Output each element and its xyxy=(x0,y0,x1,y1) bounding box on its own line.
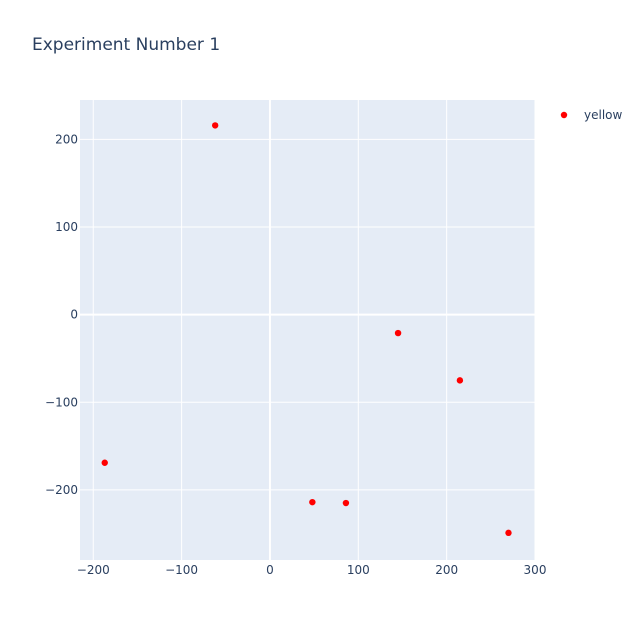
data-point[interactable] xyxy=(456,377,464,384)
data-point[interactable] xyxy=(101,459,108,466)
y-tick-label: 200 xyxy=(55,132,78,146)
y-tick-label: −200 xyxy=(45,483,78,497)
y-tick-label: 100 xyxy=(55,220,78,234)
legend[interactable]: yellow xyxy=(560,108,623,122)
y-tick-label: −100 xyxy=(45,395,78,409)
x-tick-label: −100 xyxy=(165,563,198,577)
legend-marker xyxy=(560,111,568,119)
x-tick-label: −200 xyxy=(77,563,110,577)
data-point[interactable] xyxy=(342,499,350,507)
data-point[interactable] xyxy=(211,122,219,129)
scatter-points xyxy=(101,122,512,537)
plot-area xyxy=(80,100,535,560)
data-point[interactable] xyxy=(505,529,512,537)
y-axis-ticks: −200 −100 0 100 200 xyxy=(45,132,78,496)
data-point[interactable] xyxy=(309,498,316,506)
chart-title: Experiment Number 1 xyxy=(32,35,220,55)
legend-item[interactable]: yellow xyxy=(560,108,623,122)
legend-label: yellow xyxy=(584,108,622,122)
x-tick-label: 0 xyxy=(266,563,274,577)
grid-lines xyxy=(80,100,536,560)
x-tick-label: 300 xyxy=(524,563,547,577)
x-axis-ticks: −200 −100 0 100 200 300 xyxy=(77,563,547,577)
x-tick-label: 200 xyxy=(435,563,458,577)
data-point[interactable] xyxy=(394,329,402,337)
y-tick-label: 0 xyxy=(70,308,78,322)
x-tick-label: 100 xyxy=(347,563,370,577)
